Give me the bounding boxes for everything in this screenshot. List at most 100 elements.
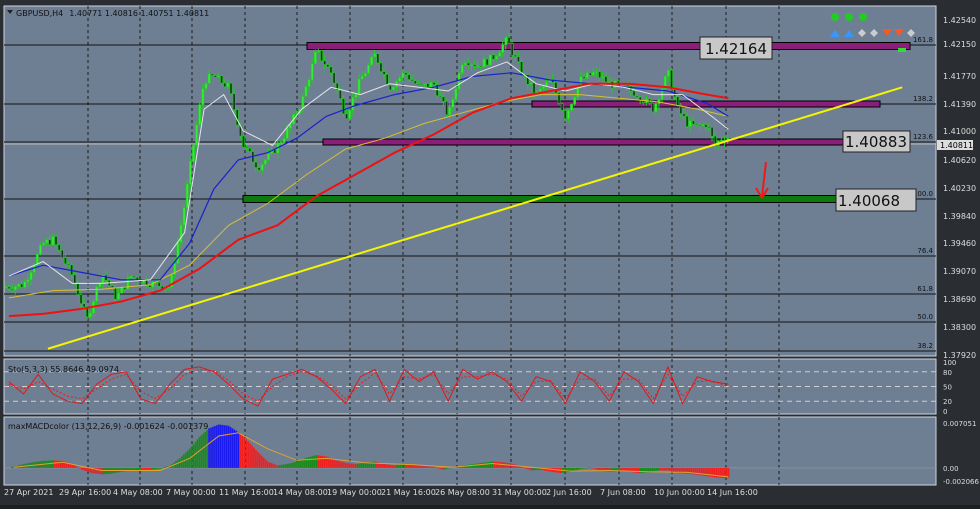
macd-bar (725, 467, 728, 479)
macd-bar (417, 465, 419, 468)
macd-bar (432, 466, 435, 468)
macd-bar (376, 462, 378, 468)
macd-bar (518, 466, 521, 468)
candle-body (148, 285, 152, 288)
macd-bar (649, 467, 652, 473)
macd-bar (676, 467, 679, 474)
macd-bar (493, 461, 496, 468)
candle-body (257, 167, 261, 171)
macd-bar (434, 467, 437, 468)
candle-body (64, 257, 67, 265)
candle-body (126, 277, 130, 290)
trendline (47, 86, 903, 350)
macd-title: maxMACDcolor (13,12,26,9) -0.001624 -0.0… (8, 422, 208, 431)
candle-body (592, 71, 595, 76)
candle-body (651, 102, 655, 113)
box-label-low-text: 1.40068 (838, 192, 900, 210)
macd-bar (327, 457, 330, 468)
macd-bar (684, 467, 687, 474)
candle-body (445, 101, 448, 116)
macd-bar (712, 467, 714, 478)
time-tick-label: 14 May 08:00 (273, 488, 328, 497)
stoch-level-label: 100 (943, 359, 956, 367)
macd-bar (342, 462, 345, 468)
stoch-main-line (8, 365, 729, 407)
macd-bar (315, 455, 318, 468)
macd-bar (63, 461, 66, 468)
price-tick-label: 1.37920 (943, 351, 976, 360)
macd-bar (255, 449, 257, 468)
candle-body (167, 286, 170, 289)
macd-bar (706, 467, 708, 477)
macd-bar (637, 467, 640, 474)
macd-bar (423, 466, 425, 468)
macd-bar (163, 467, 166, 468)
macd-bar (639, 467, 642, 473)
macd-bar (210, 427, 212, 468)
candle-body (388, 84, 392, 91)
fib-label: 100.0 (913, 190, 933, 198)
macd-bar (547, 467, 550, 472)
macd-bar (89, 467, 91, 473)
macd-bar (233, 429, 236, 468)
stoch-level-label: 0 (943, 408, 947, 416)
candle-body (54, 236, 58, 246)
macd-bar (608, 467, 611, 472)
macd-bar (491, 461, 494, 468)
macd-bar (59, 460, 62, 468)
macd-bar (155, 467, 158, 470)
macd-bar (596, 467, 599, 470)
macd-bar (96, 467, 99, 474)
candle-body (707, 126, 711, 129)
stoch-level-label: 80 (943, 369, 952, 377)
candle-body (529, 82, 533, 85)
candle-body (282, 138, 286, 143)
candle-body (498, 52, 502, 57)
macd-bar (364, 462, 367, 468)
macd-bar (612, 467, 615, 472)
candle-body (666, 69, 670, 77)
candle-body (545, 81, 548, 88)
macd-bar (134, 467, 136, 471)
macd-bar (298, 460, 300, 468)
candle-body (710, 126, 714, 137)
diamond-icon (907, 29, 915, 37)
candle-body (538, 88, 542, 92)
candle-body (420, 84, 423, 86)
macd-bar (450, 467, 453, 469)
macd-bar (198, 437, 201, 468)
candle-body (132, 275, 136, 278)
candle-body (485, 58, 489, 66)
macd-bar (145, 467, 148, 470)
macd-bar (667, 467, 669, 471)
time-tick-label: 7 Jun 08:00 (600, 488, 646, 497)
candle-body (454, 88, 458, 100)
macd-bar (567, 467, 570, 473)
macd-bar (469, 464, 472, 468)
resistance-band-top (306, 42, 911, 50)
macd-bar (124, 467, 126, 472)
macd-bar (85, 467, 87, 472)
macd-bar (235, 430, 238, 468)
macd-bar (260, 455, 263, 468)
candle-body (604, 76, 608, 83)
candle-body (345, 113, 348, 120)
macd-bar (678, 467, 681, 474)
macd-bar (628, 467, 630, 472)
macd-bar (147, 467, 150, 470)
macd-bar (643, 467, 646, 473)
collapse-triangle-icon[interactable] (7, 10, 13, 14)
macd-bar (284, 464, 287, 468)
macd-bar (700, 467, 702, 476)
candle-body (263, 159, 267, 165)
candle-body (670, 69, 673, 90)
candle-body (532, 82, 536, 94)
macd-bar (651, 467, 654, 472)
macd-bar (352, 463, 355, 468)
candle-body (470, 64, 473, 67)
price-tick-label: 1.40620 (943, 156, 976, 165)
candle-body (698, 124, 702, 127)
macd-bar (337, 460, 339, 468)
down-arrow-icon (894, 29, 904, 36)
price-tick-label: 1.41000 (943, 127, 976, 136)
